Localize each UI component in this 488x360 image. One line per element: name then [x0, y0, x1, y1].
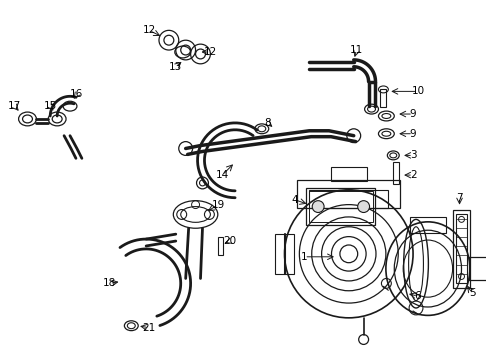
Text: 21: 21: [142, 323, 155, 333]
Bar: [305, 188, 375, 225]
Bar: [392, 162, 398, 184]
Text: 14: 14: [215, 170, 228, 180]
Text: 9: 9: [409, 129, 415, 139]
Text: 2: 2: [409, 170, 415, 180]
Text: 17: 17: [8, 101, 21, 111]
Bar: [274, 234, 294, 274]
Bar: [409, 217, 445, 233]
Text: 6: 6: [414, 291, 421, 301]
Circle shape: [357, 201, 369, 212]
Text: 8: 8: [264, 118, 270, 128]
Bar: [308, 191, 372, 222]
Text: 4: 4: [290, 195, 297, 205]
Text: 13: 13: [169, 62, 182, 72]
Bar: [468, 257, 488, 280]
Text: 15: 15: [43, 101, 57, 111]
Text: 11: 11: [349, 45, 363, 55]
Bar: [452, 210, 469, 288]
Text: 1: 1: [301, 252, 307, 262]
Text: 20: 20: [223, 236, 236, 246]
Text: 7: 7: [455, 193, 462, 203]
Bar: [455, 215, 467, 283]
Text: 12: 12: [142, 25, 155, 35]
Text: 3: 3: [409, 150, 415, 161]
Bar: [308, 190, 387, 208]
Circle shape: [311, 201, 324, 212]
Text: 19: 19: [211, 199, 224, 210]
Text: 9: 9: [409, 109, 415, 119]
Bar: [297, 180, 399, 208]
Text: 10: 10: [410, 86, 424, 96]
Bar: [218, 237, 223, 255]
Text: 18: 18: [102, 278, 116, 288]
Text: 16: 16: [70, 89, 83, 99]
Text: 5: 5: [468, 288, 475, 298]
Bar: [380, 89, 386, 107]
Bar: [330, 167, 366, 181]
Text: 12: 12: [203, 47, 217, 57]
